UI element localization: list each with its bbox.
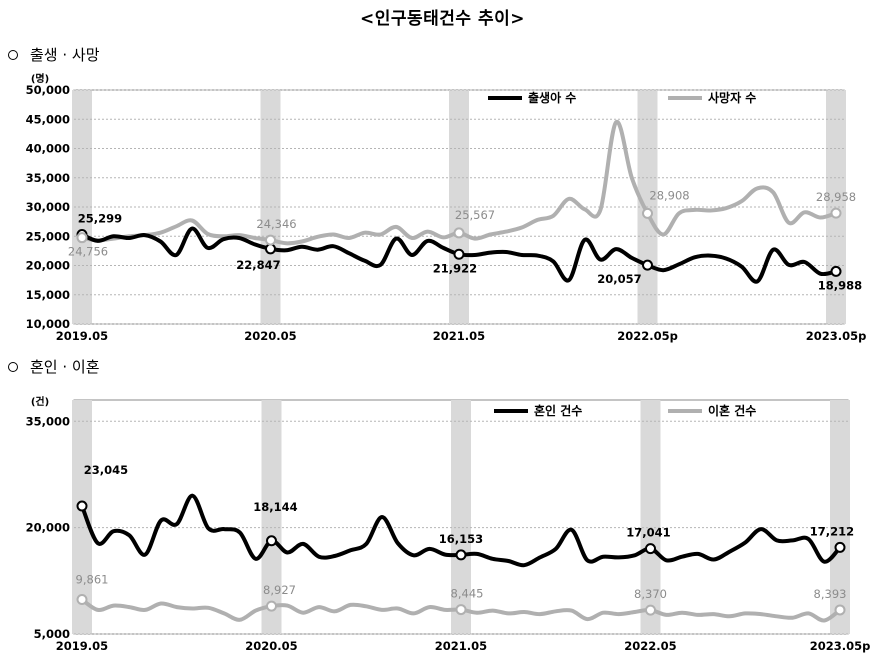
data-label: 8,445: [451, 587, 484, 601]
legend-label: 출생아 수: [528, 90, 576, 105]
data-label: 8,370: [634, 587, 667, 601]
data-label: 16,153: [439, 532, 483, 546]
data-label: 20,057: [597, 272, 641, 286]
x-tick-label: 2020.05: [245, 639, 297, 653]
chart-birth-death: 10,000 15,000 20,000 25,000 30,000 35,000 40,0…: [26, 72, 867, 343]
data-point-marker: [645, 604, 656, 616]
data-point-marker: [453, 227, 465, 239]
year-band: [640, 400, 661, 634]
y-tick-label: 5,000: [34, 627, 70, 641]
year-band: [830, 400, 850, 634]
data-label: 17,212: [810, 524, 854, 538]
data-point-marker: [266, 535, 277, 547]
x-tick-label: 2021.05: [435, 639, 487, 653]
data-point-marker: [642, 207, 653, 219]
data-label: 8,393: [814, 587, 847, 601]
section-title-birth-death: 출생 · 사망: [8, 44, 100, 65]
data-point-marker: [76, 594, 88, 606]
data-label: 22,847: [236, 258, 280, 272]
data-label: 18,144: [253, 500, 297, 514]
y-tick-label: 15,000: [26, 288, 70, 302]
data-label: 25,567: [455, 208, 495, 222]
data-point-marker: [642, 259, 653, 271]
legend-label: 사망자 수: [708, 90, 756, 105]
data-label: 24,756: [68, 245, 108, 259]
data-label: 8,927: [263, 583, 296, 597]
data-point-marker: [645, 543, 656, 555]
page-title: <인구동태건수 추이>: [359, 9, 526, 29]
data-point-marker: [830, 207, 842, 219]
year-band: [72, 400, 92, 634]
x-tick-label: 2022.05: [624, 639, 676, 653]
data-label: 23,045: [84, 463, 128, 477]
y-tick-label: 10,000: [26, 317, 70, 331]
year-band: [451, 400, 471, 634]
y-tick-label: 20,000: [26, 521, 70, 535]
data-point-marker: [834, 604, 846, 616]
circle-bullet-icon: [8, 361, 18, 372]
y-tick-label: 50,000: [26, 83, 70, 97]
data-point-marker: [834, 541, 846, 553]
section-title-marriage-divorce: 혼인 · 이혼: [8, 356, 100, 377]
x-tick-label: 2019.05: [56, 639, 108, 653]
y-tick-label: 45,000: [26, 112, 70, 126]
data-point-marker: [265, 243, 276, 255]
legend-label: 혼인 건수: [534, 403, 582, 418]
data-point-marker: [76, 500, 88, 512]
x-tick-label: 2020.05: [244, 329, 296, 343]
x-tick-label: 2023.05p: [806, 329, 867, 343]
data-label: 18,988: [818, 278, 862, 292]
data-label: 25,299: [78, 212, 122, 226]
circle-bullet-icon: [8, 49, 18, 60]
data-point-marker: [266, 600, 277, 612]
x-tick-label: 2021.05: [433, 329, 485, 343]
data-label: 28,958: [816, 190, 856, 204]
chart-marriage-divorce: 5,000 20,000 35,000 (건) 2019.05 2020.05 2021.0…: [26, 395, 871, 653]
y-unit-label: (명): [31, 72, 49, 85]
data-label: 9,861: [76, 573, 109, 587]
section-title-label: 혼인 · 이혼: [30, 358, 100, 376]
year-band: [261, 400, 282, 634]
data-point-marker: [455, 549, 467, 561]
data-point-marker: [830, 265, 842, 277]
legend-label: 이혼 건수: [708, 403, 756, 418]
data-label: 28,908: [649, 188, 689, 202]
x-tick-label: 2019.05: [56, 329, 108, 343]
y-tick-label: 30,000: [26, 200, 70, 214]
data-point-marker: [455, 604, 467, 616]
y-tick-label: 40,000: [26, 142, 70, 156]
y-tick-label: 25,000: [26, 229, 70, 243]
section-title-label: 출생 · 사망: [30, 46, 100, 64]
x-tick-label: 2023.05p: [810, 639, 871, 653]
y-tick-label: 35,000: [26, 414, 70, 428]
y-tick-label: 35,000: [26, 171, 70, 185]
data-point-marker: [76, 232, 88, 244]
data-point-marker: [265, 234, 276, 246]
data-point-marker: [453, 248, 465, 260]
x-tick-label: 2022.05p: [617, 329, 678, 343]
y-unit-label: (건): [31, 395, 49, 408]
data-label: 24,346: [256, 217, 296, 231]
data-label: 21,922: [433, 261, 477, 275]
data-label: 17,041: [626, 526, 670, 540]
y-tick-label: 20,000: [26, 259, 70, 273]
